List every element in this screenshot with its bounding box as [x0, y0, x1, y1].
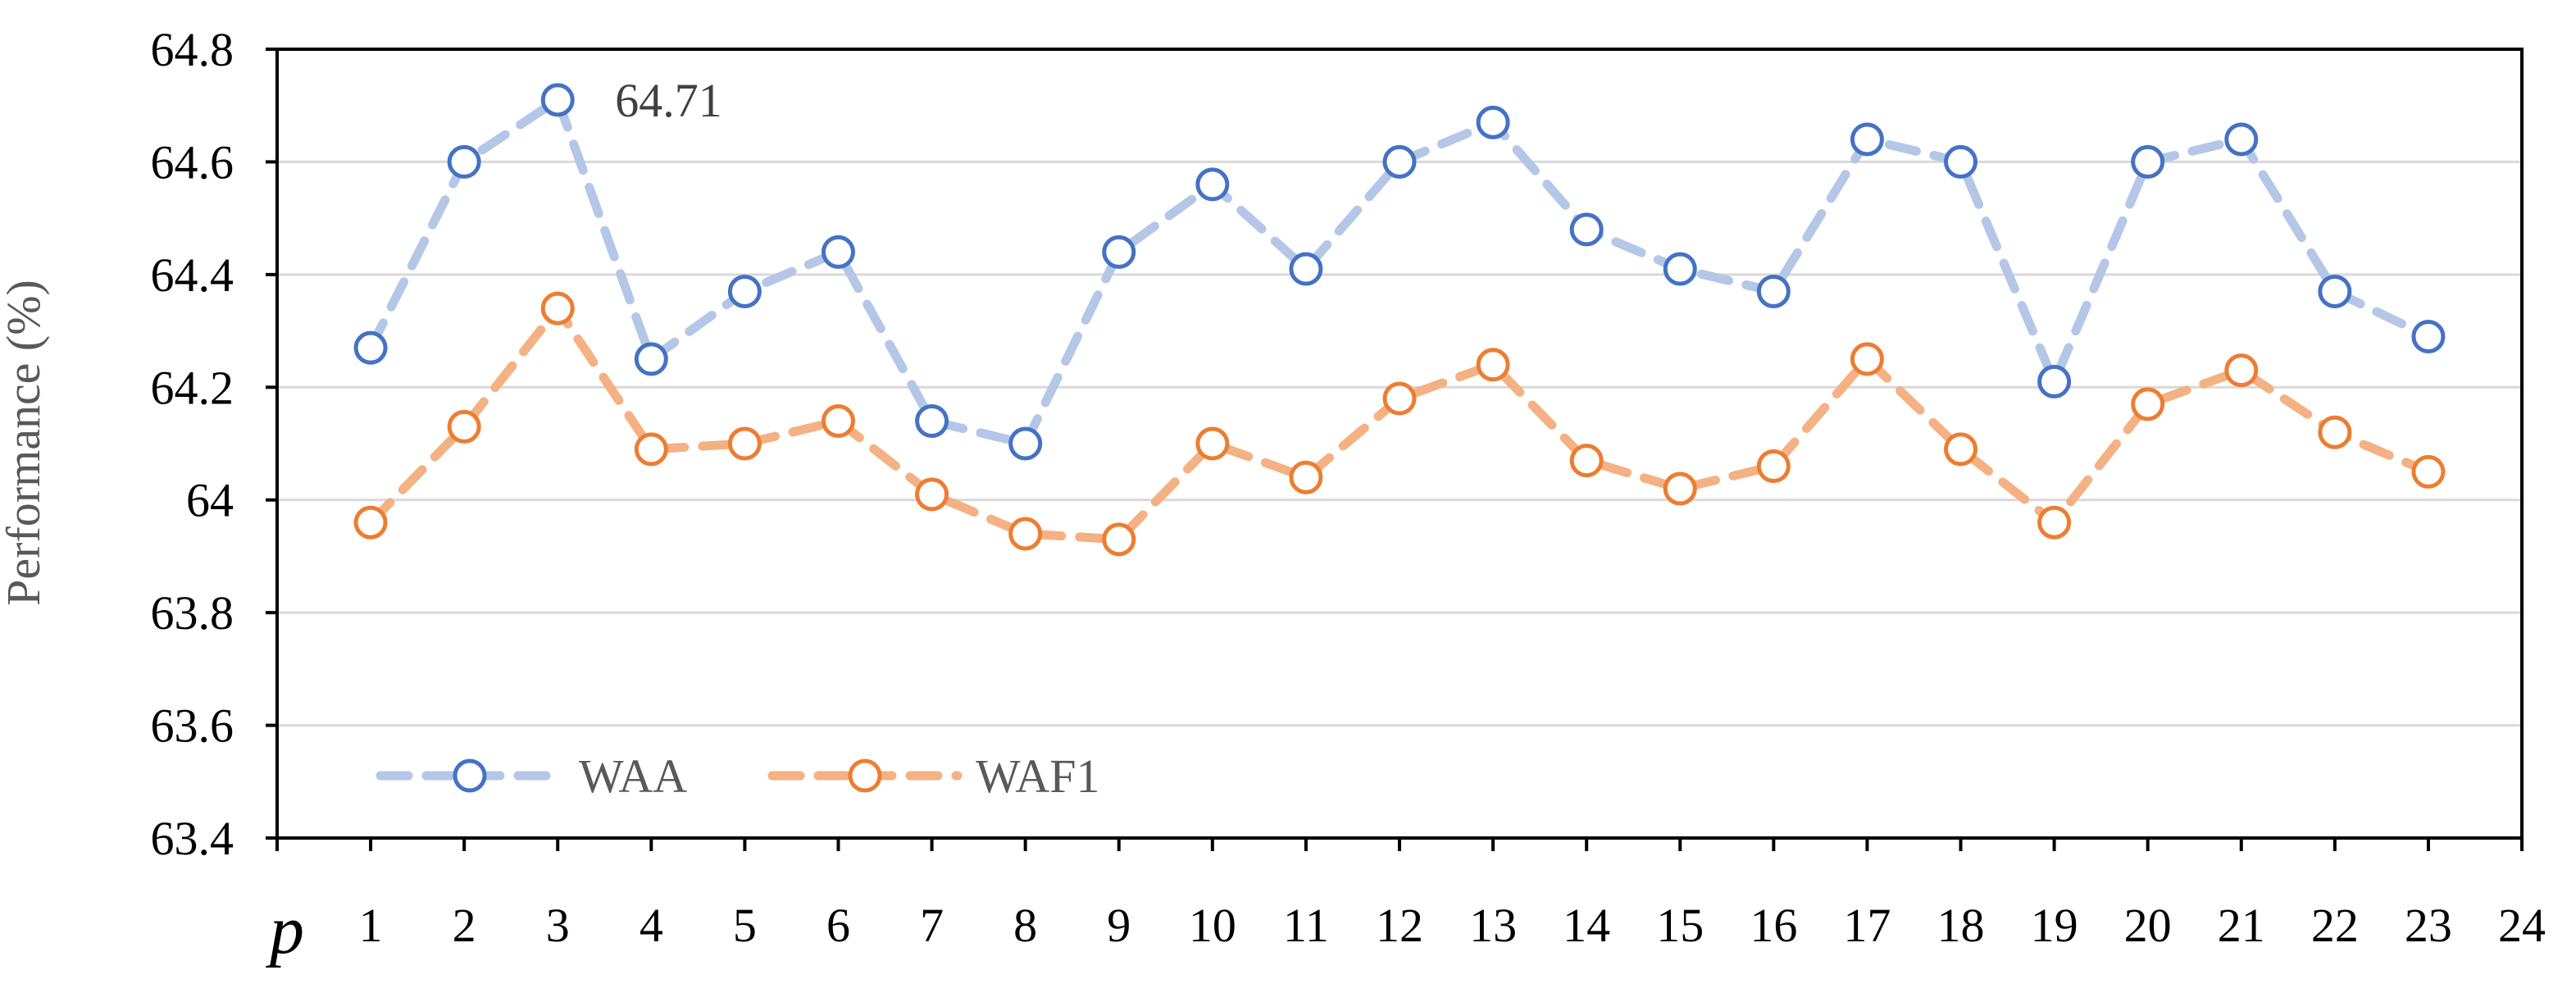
annotations: 64.71: [615, 74, 722, 127]
y-tick-label: 64.2: [151, 361, 234, 414]
x-tick-label: 23: [2405, 899, 2452, 952]
x-tick-label: 7: [920, 899, 944, 952]
data-point-waf1: [1008, 517, 1043, 551]
data-point-waa: [634, 342, 668, 376]
data-point-waf1: [2131, 387, 2165, 421]
x-tick-label: 6: [826, 899, 850, 952]
series-layer: [353, 83, 2446, 557]
data-point-waf1: [1569, 444, 1604, 478]
data-point-waf1: [1102, 522, 1136, 557]
data-point-waf1: [2037, 505, 2072, 540]
data-label: 64.71: [615, 74, 722, 127]
x-tick-label: 5: [733, 899, 757, 952]
data-point-waa: [821, 235, 855, 269]
x-tick-label: 22: [2311, 899, 2359, 952]
x-tick-label: 21: [2218, 899, 2265, 952]
legend: WAA WAF1: [375, 749, 1099, 803]
data-point-waa: [1944, 144, 1978, 179]
x-tick-label: 2: [453, 899, 476, 952]
data-point-waf1: [1756, 449, 1791, 483]
x-tick-label: 12: [1376, 899, 1423, 952]
x-tick-label: 13: [1469, 899, 1517, 952]
data-point-waa: [447, 144, 481, 179]
data-point-waf1: [2224, 353, 2259, 388]
x-tick-label: 1: [359, 899, 383, 952]
data-point-waf1: [915, 477, 949, 512]
data-point-waf1: [821, 404, 855, 439]
data-point-waf1: [1289, 460, 1323, 494]
legend-swatch-marker-waa: [453, 758, 487, 793]
x-tick-label: 16: [1750, 899, 1797, 952]
data-point-waf1: [1663, 471, 1697, 506]
data-point-waa: [2318, 274, 2352, 308]
data-point-waf1: [634, 432, 668, 467]
y-tick-label: 64: [186, 474, 234, 527]
data-point-waf1: [353, 505, 388, 540]
data-point-waf1: [2318, 415, 2352, 449]
axes: [266, 48, 2524, 851]
x-tick-label: 4: [639, 899, 663, 952]
data-point-waa: [915, 404, 949, 439]
data-point-waf1: [1944, 432, 1978, 467]
y-tick-label: 63.4: [151, 812, 234, 865]
x-tick-label: 3: [546, 899, 570, 952]
x-tick-label: 19: [2031, 899, 2078, 952]
data-point-waa: [1850, 122, 1884, 157]
x-axis-title: p: [266, 892, 304, 968]
data-point-waf1: [1382, 381, 1417, 416]
data-point-waf1: [540, 291, 575, 326]
data-point-waa: [2411, 319, 2446, 353]
data-point-waa: [1195, 167, 1230, 202]
x-tick-label: 14: [1563, 899, 1610, 952]
y-axis-title: Performance (%): [0, 280, 50, 606]
data-point-waa: [353, 330, 388, 365]
data-point-waa: [1102, 235, 1136, 269]
data-point-waf1: [727, 426, 762, 461]
legend-swatch-marker-waf1: [848, 758, 882, 793]
data-point-waa: [727, 274, 762, 308]
y-tick-label: 63.6: [151, 699, 234, 753]
data-point-waf1: [447, 409, 481, 444]
x-tick-labels: 1 2 3 4 5 6 7 8 9 10 11 12 13 14 15 16 17 18 19 20 21 22 23 24: [359, 899, 2546, 952]
data-point-waf1: [1850, 342, 1884, 376]
x-tick-label: 24: [2498, 899, 2546, 952]
y-tick-label: 63.8: [151, 586, 234, 640]
y-tick-label: 64.8: [151, 23, 234, 76]
data-point-waa: [540, 83, 575, 117]
data-point-waa: [2224, 122, 2259, 157]
y-tick-label: 64.4: [151, 248, 234, 302]
data-point-waa: [1476, 105, 1510, 139]
x-tick-label: 8: [1013, 899, 1037, 952]
x-tick-label: 11: [1283, 899, 1329, 952]
legend-label-waf1: WAF1: [976, 749, 1099, 803]
x-tick-label: 17: [1843, 899, 1891, 952]
x-tick-label: 15: [1656, 899, 1704, 952]
data-point-waa: [1663, 252, 1697, 286]
data-point-waa: [2037, 364, 2072, 399]
data-point-waf1: [2411, 454, 2446, 489]
data-point-waf1: [1476, 348, 1510, 382]
x-tick-label: 9: [1107, 899, 1131, 952]
data-point-waa: [1289, 252, 1323, 286]
data-point-waa: [1756, 274, 1791, 308]
data-point-waa: [1008, 426, 1043, 461]
data-point-waa: [2131, 144, 2165, 179]
x-tick-label: 10: [1189, 899, 1236, 952]
y-tick-label: 64.6: [151, 135, 234, 189]
data-point-waf1: [1195, 426, 1230, 461]
x-tick-label: 18: [1937, 899, 1985, 952]
y-tick-labels: 63.4 63.6 63.8 64 64.2 64.4 64.6 64.8: [151, 23, 234, 865]
data-point-waa: [1569, 212, 1604, 247]
data-point-waa: [1382, 144, 1417, 179]
x-tick-label: 20: [2124, 899, 2172, 952]
legend-label-waa: WAA: [579, 749, 687, 803]
